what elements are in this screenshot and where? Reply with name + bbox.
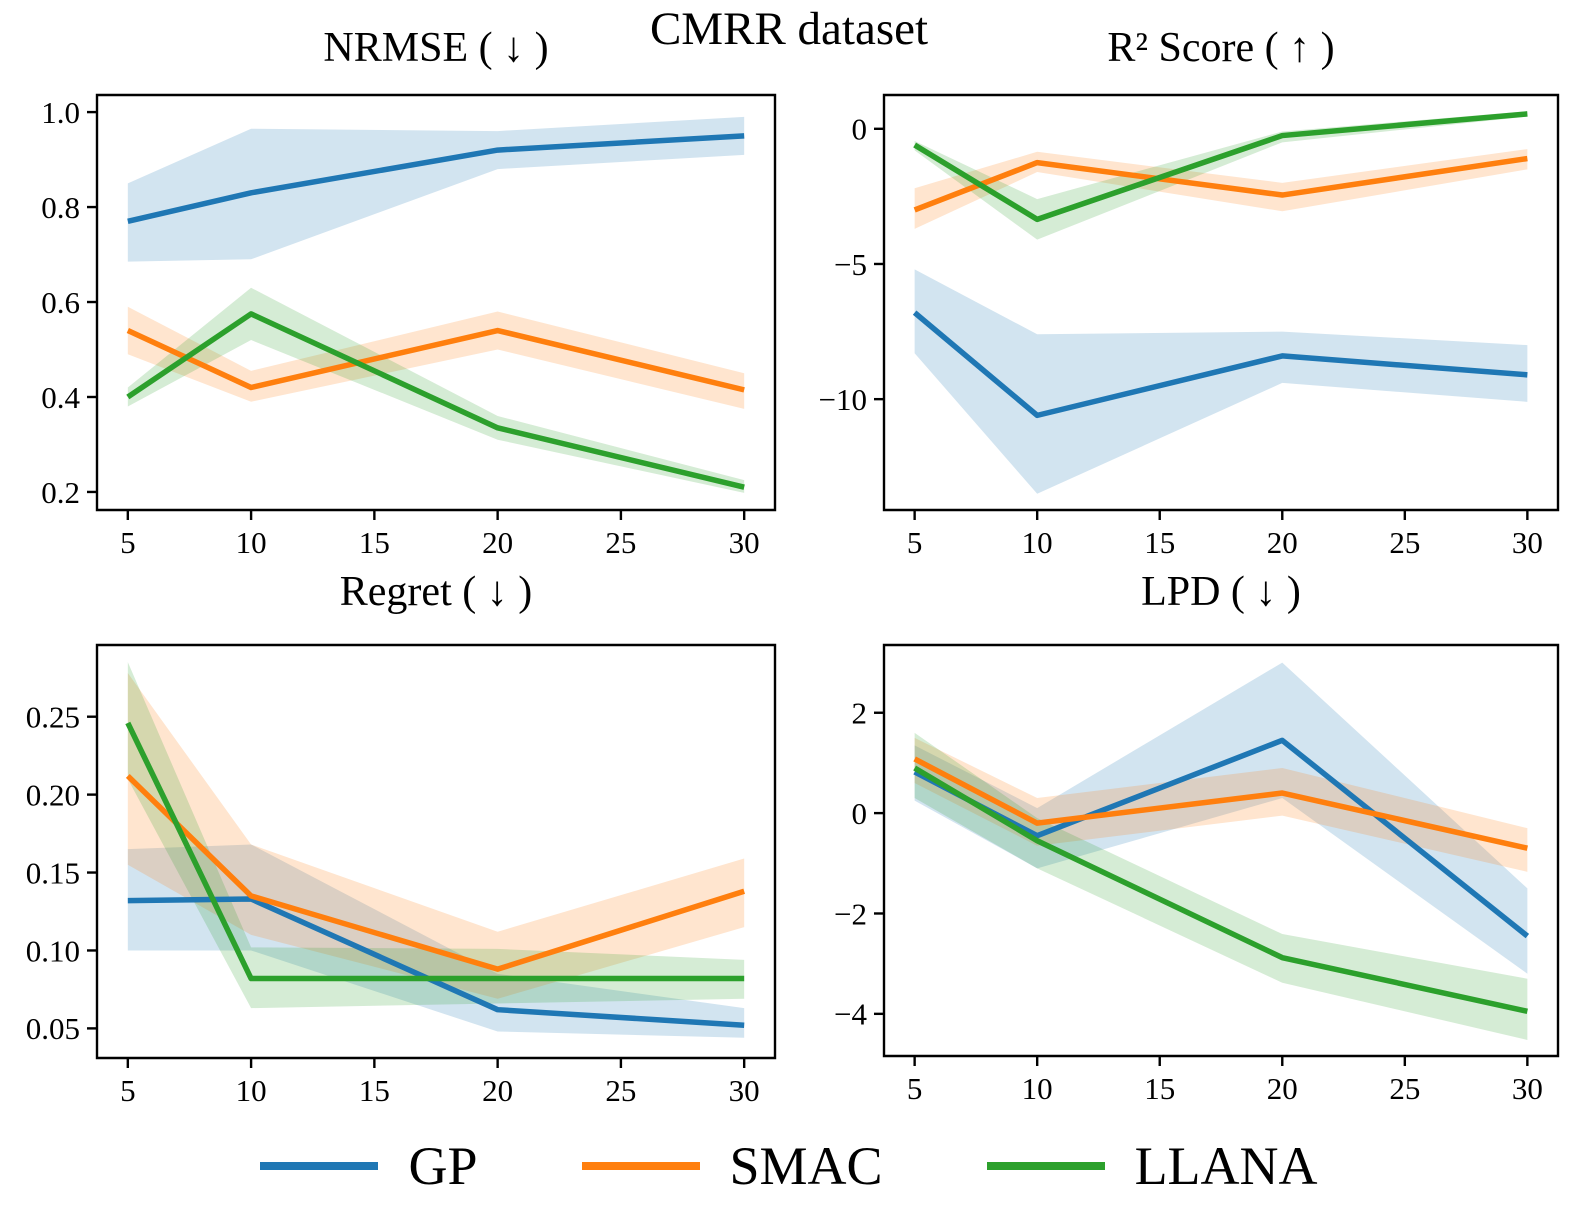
line-llana [913,765,1528,1015]
line-llana [125,721,745,982]
legend-line-smac [581,1162,700,1170]
x-tick-label: 5 [120,525,136,560]
band-smac [127,673,745,999]
line-gp [912,310,1528,419]
line-llana [126,311,745,490]
axes-frame [95,643,777,1060]
axes-frame [95,93,777,512]
y-tick-label: 0.6 [41,285,80,320]
y-tick-label: 0.8 [41,190,80,225]
x-tick-label: 10 [236,1073,267,1108]
axes-frame [882,643,1560,1058]
y-tick-label: −10 [819,382,867,417]
y-tick-label: −4 [834,997,867,1032]
band-gp [127,116,745,262]
legend-item-smac: SMAC [581,1136,883,1196]
band-gp [914,269,1528,494]
x-tick-label: 30 [729,525,760,560]
band-smac [914,737,1528,872]
figure-title: CMRR dataset [649,3,929,55]
x-tick-label: 25 [605,525,636,560]
band-llana [127,287,745,493]
band-gp [127,844,745,1038]
y-tick-label: 1.0 [41,95,80,130]
legend-label-gp: GP [408,1136,478,1196]
legend-label-llana: LLANA [1134,1136,1318,1196]
line-smac [125,773,746,972]
y-tick-label: 0.05 [26,1011,80,1046]
y-tick-label: 0.4 [41,380,80,415]
y-tick-label: 0.15 [26,855,80,890]
axes-frame [882,93,1560,512]
x-tick-label: 5 [120,1073,136,1108]
subplot-2: 5 10 15 20 25 30 0.05 0.10 0.15 0.20 0.25 [26,643,777,1108]
band-llana [127,662,745,1009]
y-tick-label: 0.25 [26,700,80,735]
x-tick-label: 20 [482,525,513,560]
y-tick-label: −5 [834,247,867,282]
line-llana [913,111,1528,223]
x-tick-label: 20 [1267,525,1298,560]
legend-line-llana [986,1162,1105,1170]
subplot-title-nrmse: NRMSE ( ↓ ) [323,25,549,71]
legend-label-smac: SMAC [729,1136,883,1196]
legend-item-gp: GP [260,1136,478,1196]
x-tick-label: 10 [1022,1071,1053,1106]
x-tick-label: 20 [482,1073,513,1108]
line-gp [127,896,745,1029]
y-tick-label: 0.20 [26,777,80,812]
x-tick-label: 25 [1389,525,1420,560]
x-tick-label: 15 [1144,1071,1175,1106]
subplot-title-regret: Regret ( ↓ ) [339,569,533,615]
line-smac [913,756,1528,851]
x-tick-label: 15 [359,1073,390,1108]
legend: GP SMAC LLANA [0,1126,1578,1206]
y-tick-label: 0 [852,796,868,831]
x-tick-label: 20 [1267,1071,1298,1106]
x-tick-label: 10 [236,525,267,560]
x-tick-label: 25 [605,1073,636,1108]
legend-item-llana: LLANA [986,1136,1318,1196]
x-tick-label: 15 [1144,525,1175,560]
y-tick-label: 2 [852,696,868,731]
x-tick-label: 30 [1512,1071,1543,1106]
x-tick-label: 15 [359,525,390,560]
y-tick-label: −2 [834,896,867,931]
legend-line-gp [260,1162,379,1170]
subplot-1: 5 10 15 20 25 30 0 −5 −10 [819,93,1560,560]
x-tick-label: 5 [907,1071,923,1106]
band-smac [127,306,745,409]
band-llana [914,732,1528,1040]
subplot-title-r2: R² Score ( ↑ ) [1107,25,1335,71]
x-tick-label: 25 [1389,1071,1420,1106]
subplot-title-lpd: LPD ( ↓ ) [1141,569,1301,615]
y-tick-label: 0.2 [41,475,80,510]
x-tick-label: 5 [907,525,923,560]
y-tick-label: 0.10 [26,933,80,968]
line-smac [126,327,745,393]
y-tick-label: 0 [852,112,868,147]
subplot-0: 5 10 15 20 25 30 0.2 0.4 0.6 0.8 1.0 [41,93,777,560]
line-gp [127,133,745,224]
x-tick-label: 10 [1022,525,1053,560]
x-tick-label: 30 [729,1073,760,1108]
x-tick-label: 30 [1512,525,1543,560]
